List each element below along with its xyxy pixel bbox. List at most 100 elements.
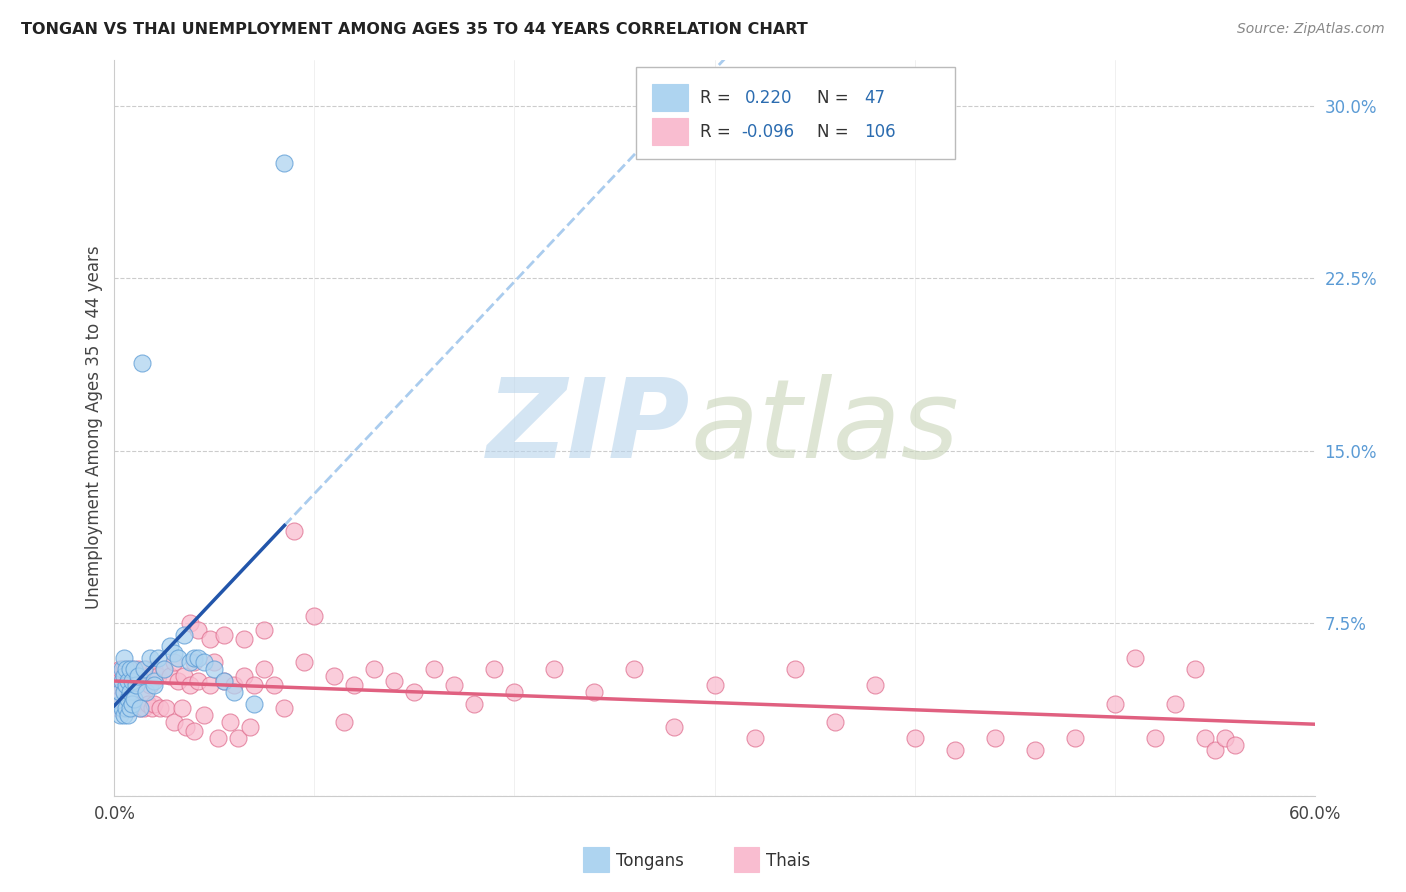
Point — [159, 669, 181, 683]
Point — [112, 669, 135, 683]
Point — [243, 678, 266, 692]
Point — [121, 662, 143, 676]
Point — [1123, 650, 1146, 665]
Point — [176, 720, 198, 734]
Point — [294, 656, 316, 670]
Point — [263, 678, 285, 692]
Point — [219, 715, 242, 730]
Point — [824, 715, 846, 730]
Text: R =: R = — [700, 88, 731, 107]
Point — [423, 662, 446, 676]
Point — [703, 678, 725, 692]
Point — [253, 623, 276, 637]
Point — [148, 650, 170, 665]
Point — [343, 678, 366, 692]
Point — [121, 673, 143, 688]
Point — [863, 678, 886, 692]
Point — [115, 678, 138, 692]
Point — [143, 697, 166, 711]
Y-axis label: Unemployment Among Ages 35 to 44 years: Unemployment Among Ages 35 to 44 years — [86, 246, 103, 609]
Point — [117, 708, 139, 723]
Point — [112, 701, 135, 715]
Point — [107, 701, 129, 715]
Point — [173, 669, 195, 683]
Point — [127, 662, 149, 676]
Point — [131, 356, 153, 370]
Bar — [652, 119, 688, 145]
Point — [155, 701, 177, 715]
Point — [224, 678, 246, 692]
Point — [1024, 743, 1046, 757]
Point — [183, 650, 205, 665]
FancyBboxPatch shape — [637, 67, 955, 159]
Point — [115, 662, 138, 676]
Point — [1213, 731, 1236, 746]
Point — [111, 678, 134, 692]
Point — [243, 697, 266, 711]
Point — [233, 632, 256, 647]
Point — [214, 673, 236, 688]
Point — [179, 678, 201, 692]
Point — [583, 685, 606, 699]
Point — [148, 669, 170, 683]
Point — [167, 673, 190, 688]
Point — [117, 662, 139, 676]
Point — [124, 692, 146, 706]
Point — [111, 701, 134, 715]
Point — [228, 731, 250, 746]
Point — [1184, 662, 1206, 676]
Point — [253, 662, 276, 676]
Point — [112, 662, 135, 676]
Point — [139, 650, 162, 665]
Point — [664, 720, 686, 734]
Point — [1143, 731, 1166, 746]
Text: Tongans: Tongans — [616, 852, 683, 870]
Point — [943, 743, 966, 757]
Text: TONGAN VS THAI UNEMPLOYMENT AMONG AGES 35 TO 44 YEARS CORRELATION CHART: TONGAN VS THAI UNEMPLOYMENT AMONG AGES 3… — [21, 22, 808, 37]
Point — [187, 673, 209, 688]
Point — [187, 623, 209, 637]
Point — [134, 701, 156, 715]
Point — [120, 662, 142, 676]
Point — [143, 673, 166, 688]
Point — [404, 685, 426, 699]
Point — [172, 701, 194, 715]
Point — [183, 656, 205, 670]
Text: N =: N = — [817, 88, 848, 107]
Point — [112, 650, 135, 665]
Point — [120, 673, 142, 688]
Point — [283, 524, 305, 539]
Point — [193, 708, 215, 723]
Text: N =: N = — [817, 122, 848, 141]
Point — [204, 656, 226, 670]
Text: Thais: Thais — [766, 852, 810, 870]
Point — [200, 632, 222, 647]
Point — [117, 673, 139, 688]
Point — [110, 685, 132, 699]
Point — [204, 662, 226, 676]
Text: ZIP: ZIP — [486, 374, 690, 481]
Point — [200, 678, 222, 692]
Point — [125, 678, 148, 692]
Point — [141, 701, 163, 715]
Point — [129, 701, 152, 715]
Point — [111, 662, 134, 676]
Point — [1223, 738, 1246, 752]
Point — [224, 685, 246, 699]
Point — [143, 662, 166, 676]
Point — [120, 697, 142, 711]
Point — [384, 673, 406, 688]
Point — [193, 656, 215, 670]
Point — [463, 697, 485, 711]
Point — [111, 701, 134, 715]
Point — [179, 616, 201, 631]
Point — [135, 685, 157, 699]
Point — [304, 609, 326, 624]
Point — [139, 678, 162, 692]
Text: R =: R = — [700, 122, 731, 141]
Point — [112, 708, 135, 723]
Text: 0.220: 0.220 — [745, 88, 792, 107]
Text: -0.096: -0.096 — [741, 122, 794, 141]
Point — [110, 708, 132, 723]
Point — [273, 156, 295, 170]
